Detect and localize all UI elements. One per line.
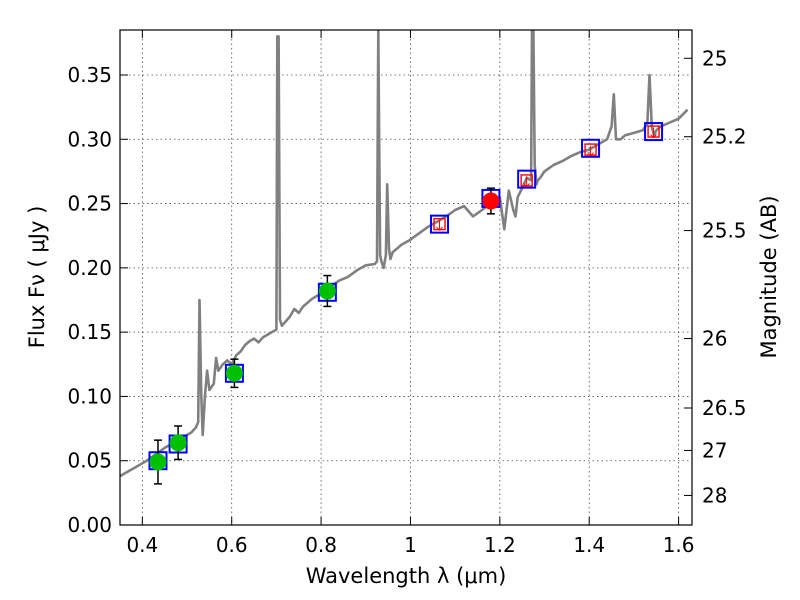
photometry-point — [318, 282, 336, 300]
plot-frame — [119, 29, 693, 526]
y-tick-label: 0.30 — [67, 127, 112, 151]
y2-tick-label: 28 — [702, 483, 727, 507]
y2-tick-label: 25.5 — [702, 219, 747, 243]
x-tick-label: 1.6 — [663, 533, 695, 557]
y-tick-label: 0.10 — [67, 384, 112, 408]
y2-axis-label: Magnitude (AB) — [757, 195, 781, 358]
model-point-square — [644, 122, 664, 142]
photometry-point — [169, 434, 187, 452]
x-tick-label: 0.4 — [126, 533, 158, 557]
y-tick-label: 0.05 — [67, 449, 112, 473]
y2-tick-label: 26.5 — [702, 396, 747, 420]
photometry-point — [482, 192, 500, 210]
model-point-square — [581, 138, 601, 158]
y-tick-label: 0.15 — [67, 320, 112, 344]
photometry-point — [225, 364, 243, 382]
grid-layer — [120, 30, 692, 526]
y-tick-label: 0.25 — [67, 192, 112, 216]
points-layer — [148, 122, 664, 485]
y2-tick-label: 25 — [702, 46, 727, 70]
model-point-square — [517, 169, 537, 189]
y2-tick-label: 25.2 — [702, 125, 747, 149]
x-tick-label: 1 — [404, 533, 417, 557]
x-tick-label: 0.6 — [216, 533, 248, 557]
upper-limit-arrow — [436, 220, 443, 231]
x-tick-label: 1.4 — [573, 533, 605, 557]
photometry-point — [149, 453, 167, 471]
upper-limit-arrow — [587, 145, 594, 157]
x-axis-label: Wavelength λ (μm) — [306, 564, 507, 588]
y2-tick-label: 27 — [702, 438, 727, 462]
upper-limit-arrow — [523, 176, 531, 188]
ticks-layer: 0.4 0.6 0.8 1 1.2 1.4 1.6 0.00 0.05 0.10 0.15 0.20 0… — [67, 30, 747, 557]
y2-tick-label: 26 — [702, 327, 727, 351]
upper-limit-arrow — [650, 127, 657, 139]
x-tick-label: 1.2 — [484, 533, 516, 557]
y-tick-label: 0.35 — [67, 63, 112, 87]
y-tick-label: 0.20 — [67, 256, 112, 280]
y-axis-label: Flux Fν ( μJy ) — [25, 206, 49, 349]
y-tick-label: 0.00 — [67, 513, 112, 537]
model-point-square — [430, 214, 450, 234]
x-tick-label: 0.8 — [305, 533, 337, 557]
